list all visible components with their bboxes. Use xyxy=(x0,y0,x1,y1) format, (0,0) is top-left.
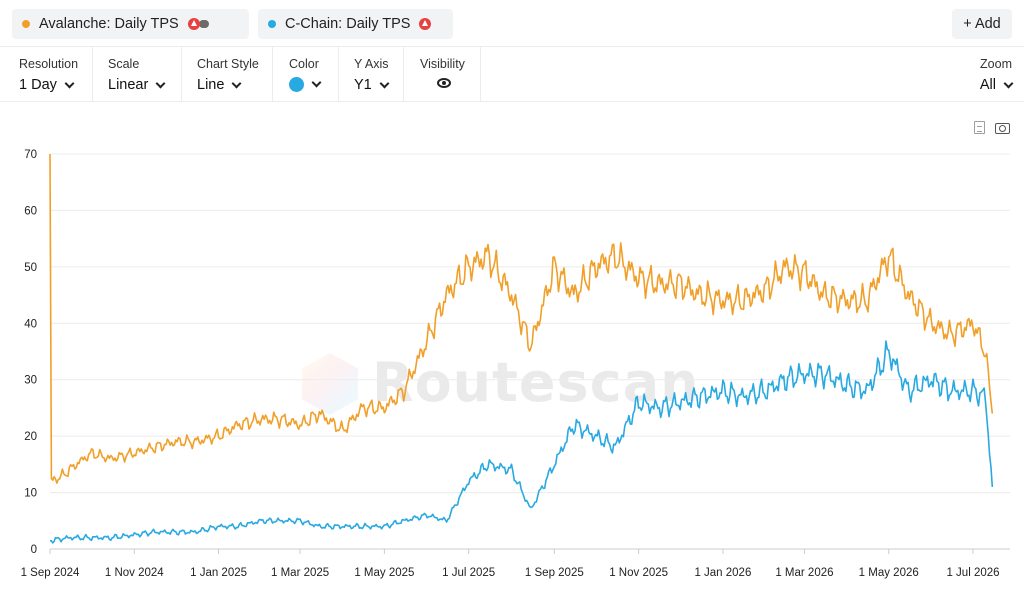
x-tick-label: 1 Jan 2025 xyxy=(190,567,247,579)
eye-icon xyxy=(437,78,451,88)
series-chip-avalanche[interactable]: Avalanche: Daily TPS xyxy=(12,9,249,39)
zoom-label: Zoom xyxy=(980,57,1012,71)
x-tick-label: 1 Sep 2024 xyxy=(21,567,80,579)
resolution-value: 1 Day xyxy=(19,77,57,93)
y-axis-label: Y Axis xyxy=(354,57,389,71)
visibility-label: Visibility xyxy=(420,57,465,71)
routescan-logo-icon xyxy=(302,353,358,415)
zoom-select[interactable]: Zoom All xyxy=(964,47,1024,102)
chevron-down-icon xyxy=(379,78,390,88)
series-chip-c-chain[interactable]: C-Chain: Daily TPS xyxy=(258,9,453,39)
chart-tools xyxy=(974,121,1010,134)
x-tick-label: 1 Jul 2026 xyxy=(946,567,999,579)
scale-label: Scale xyxy=(108,57,140,71)
resolution-label: Resolution xyxy=(19,57,79,71)
zoom-value: All xyxy=(979,77,996,93)
avalanche-logo-icon xyxy=(187,18,200,30)
watermark-text: Routescan xyxy=(372,351,700,414)
chart-style-label: Chart Style xyxy=(197,57,259,71)
y-tick-label: 0 xyxy=(31,544,37,556)
y-tick-label: 40 xyxy=(24,318,37,330)
color-select[interactable]: Color xyxy=(273,47,339,102)
add-series-button[interactable]: + Add xyxy=(952,9,1012,39)
x-tick-label: 1 Nov 2024 xyxy=(105,567,164,579)
avalanche-logo-icon xyxy=(419,18,432,30)
series-color-dot xyxy=(22,20,30,28)
chart-controls: Resolution 1 Day Scale Linear Chart Styl… xyxy=(0,47,1024,102)
x-tick-label: 1 Jul 2025 xyxy=(442,567,495,579)
routescan-watermark: Routescan xyxy=(302,351,732,421)
x-tick-label: 1 Nov 2025 xyxy=(609,567,668,579)
scale-select[interactable]: Scale Linear xyxy=(93,47,182,102)
series-label: Avalanche: Daily TPS xyxy=(39,16,179,32)
x-tick-label: 1 Jan 2026 xyxy=(694,567,751,579)
x-tick-label: 1 Mar 2025 xyxy=(271,567,329,579)
chart-style-select[interactable]: Chart Style Line xyxy=(182,47,273,102)
chevron-down-icon xyxy=(311,77,322,88)
y-axis-select[interactable]: Y Axis Y1 xyxy=(339,47,404,102)
y-tick-label: 30 xyxy=(24,375,37,387)
x-tick-label: 1 May 2026 xyxy=(859,567,919,579)
chart-area: Routescan 0 10 20 30 40 50 60 70 1 Sep 2024 1 Nov… xyxy=(0,103,1024,598)
chevron-down-icon xyxy=(231,78,242,88)
chart-style-value: Line xyxy=(197,77,225,93)
y-tick-label: 50 xyxy=(24,262,37,274)
series-color-dot xyxy=(268,20,276,28)
y-tick-label: 20 xyxy=(24,431,37,443)
series-line-c-chain[interactable] xyxy=(50,340,994,544)
camera-icon[interactable] xyxy=(995,123,1010,134)
y-axis-value: Y1 xyxy=(354,77,372,93)
y-tick-label: 70 xyxy=(24,149,37,161)
color-swatch xyxy=(289,77,304,92)
visibility-toggle[interactable]: Visibility xyxy=(404,47,481,102)
x-tick-label: 1 Mar 2026 xyxy=(775,567,833,579)
resolution-select[interactable]: Resolution 1 Day xyxy=(0,47,93,102)
csv-download-icon[interactable] xyxy=(974,121,985,134)
y-tick-label: 60 xyxy=(24,205,37,217)
x-tick-label: 1 Sep 2025 xyxy=(525,567,584,579)
y-tick-label: 10 xyxy=(24,488,37,500)
series-bar: Avalanche: Daily TPS C-Chain: Daily TPS … xyxy=(0,0,1024,47)
x-tick-label: 1 May 2025 xyxy=(354,567,414,579)
tps-line-chart[interactable]: 0 10 20 30 40 50 60 70 1 Sep 2024 1 Nov 2024 1 Jan… xyxy=(0,103,1024,598)
series-label: C-Chain: Daily TPS xyxy=(285,16,411,32)
chevron-down-icon xyxy=(64,78,75,88)
scale-value: Linear xyxy=(108,77,149,93)
series-line-avalanche[interactable] xyxy=(49,153,994,484)
color-label: Color xyxy=(289,57,319,71)
chevron-down-icon xyxy=(155,78,166,88)
chevron-down-icon xyxy=(1003,78,1014,88)
